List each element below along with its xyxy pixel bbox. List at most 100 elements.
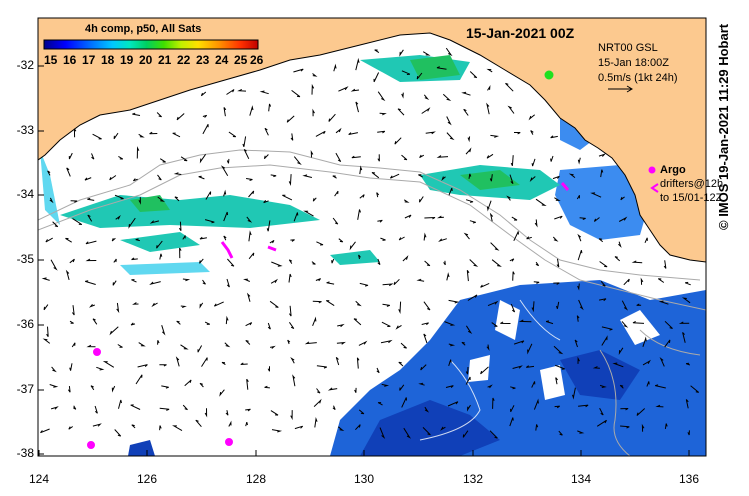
current-vector <box>510 303 516 313</box>
current-vector <box>463 232 470 240</box>
current-vector <box>41 277 50 281</box>
current-vector <box>50 406 59 410</box>
current-vector <box>465 366 469 375</box>
current-vector <box>631 260 643 264</box>
plot-frame <box>37 17 707 457</box>
current-vector <box>85 240 97 245</box>
current-vector <box>545 320 554 325</box>
current-vector <box>109 175 117 181</box>
current-vector <box>351 155 361 159</box>
current-vector <box>518 319 532 323</box>
current-vector <box>359 282 369 287</box>
current-vector <box>204 408 208 418</box>
colorbar-tick: 23 <box>196 53 210 67</box>
current-vector <box>663 260 667 269</box>
current-vector <box>45 237 53 243</box>
current-vector <box>416 278 425 282</box>
current-vector <box>441 176 446 182</box>
current-vector <box>221 361 226 366</box>
current-vector <box>377 258 381 265</box>
current-vector <box>690 385 700 393</box>
current-vector <box>201 357 208 367</box>
current-vector <box>73 128 77 138</box>
current-vector <box>601 326 613 331</box>
y-tick-label: -38 <box>16 446 34 460</box>
current-vector <box>204 219 215 224</box>
current-vector <box>226 89 235 95</box>
current-vector <box>156 240 163 249</box>
current-vector <box>315 278 321 282</box>
current-vector <box>353 318 362 326</box>
current-vector <box>465 376 471 385</box>
axis-ticks <box>38 65 690 456</box>
current-vector <box>531 301 535 313</box>
current-vector <box>425 131 436 135</box>
current-vector <box>219 389 225 397</box>
current-vector <box>263 154 269 160</box>
legend-product: NRT00 GSL <box>598 42 658 54</box>
argo-float-icon <box>544 70 554 80</box>
current-vector <box>304 341 317 345</box>
colorbar <box>43 39 259 50</box>
current-vector <box>599 298 607 302</box>
current-vector <box>576 195 580 200</box>
current-vector <box>681 297 691 304</box>
current-vector <box>68 152 73 160</box>
current-vector <box>118 155 124 160</box>
current-vector <box>263 199 269 204</box>
current-vector <box>91 153 95 160</box>
current-vector <box>394 137 402 145</box>
current-vector <box>290 410 293 421</box>
current-vector <box>137 364 148 368</box>
land-australia <box>38 18 706 263</box>
current-vector <box>312 73 318 77</box>
current-vector <box>291 90 301 98</box>
current-vector <box>682 332 686 343</box>
current-vector <box>200 91 207 97</box>
current-vector <box>202 114 208 118</box>
current-vector <box>131 279 137 283</box>
current-vector <box>176 113 185 121</box>
current-vector <box>312 108 315 117</box>
current-vector <box>418 382 425 386</box>
current-vector <box>664 339 671 348</box>
current-vector <box>678 321 690 324</box>
x-tick-label: 132 <box>462 472 484 486</box>
current-vector <box>379 427 386 439</box>
current-vector <box>259 90 269 95</box>
current-vector <box>528 114 536 121</box>
current-vector <box>664 320 673 329</box>
current-vector <box>401 154 408 161</box>
current-vector <box>246 378 249 390</box>
current-vector <box>574 339 578 348</box>
current-vector <box>334 190 339 197</box>
current-vector <box>687 430 690 436</box>
current-vector <box>599 261 608 268</box>
current-vector <box>302 174 313 178</box>
current-vector <box>69 363 73 371</box>
current-vector <box>92 423 102 427</box>
current-vector <box>423 232 427 241</box>
current-vector <box>599 384 607 388</box>
current-vector <box>271 261 283 267</box>
y-tick-label: -32 <box>16 58 34 72</box>
x-tick-label: 134 <box>570 472 592 486</box>
current-vector <box>553 345 564 355</box>
current-vector <box>135 238 141 242</box>
current-vector <box>69 258 75 264</box>
current-vector <box>467 136 471 143</box>
current-vector <box>487 300 499 307</box>
map-title: 15-Jan-2021 00Z <box>466 25 575 41</box>
current-vector <box>664 423 668 429</box>
current-vector <box>618 216 628 222</box>
current-vector <box>117 344 123 348</box>
current-vector <box>509 258 515 262</box>
current-vector <box>618 347 624 355</box>
current-vector <box>469 259 479 267</box>
current-vector <box>490 134 500 138</box>
current-vector <box>399 49 404 57</box>
current-vector <box>172 425 183 432</box>
current-vector <box>312 316 317 326</box>
sst-light-cyan <box>40 150 210 275</box>
current-vector <box>535 424 539 431</box>
